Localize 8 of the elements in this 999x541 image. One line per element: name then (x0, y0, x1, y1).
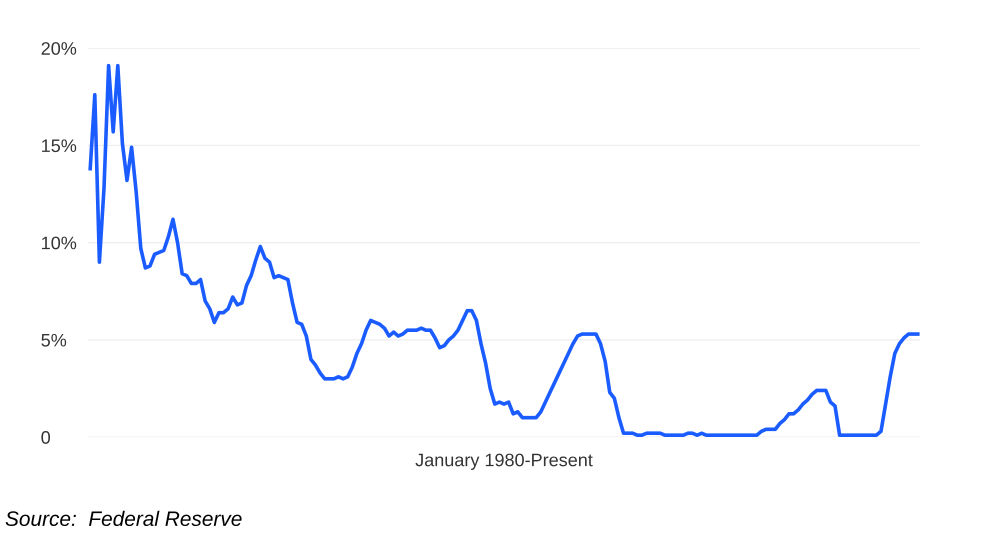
y-tick-label: 10% (42, 236, 76, 250)
y-tick-label: 0 (41, 431, 50, 444)
y-tick-label: 15% (42, 139, 76, 152)
y-tick-label: 5% (41, 334, 66, 347)
source-note: Source: Federal Reserve (6, 510, 242, 526)
x-axis-title: January 1980-Present (415, 454, 593, 470)
y-tick-label: 20% (42, 42, 76, 55)
line-series (88, 64, 920, 437)
